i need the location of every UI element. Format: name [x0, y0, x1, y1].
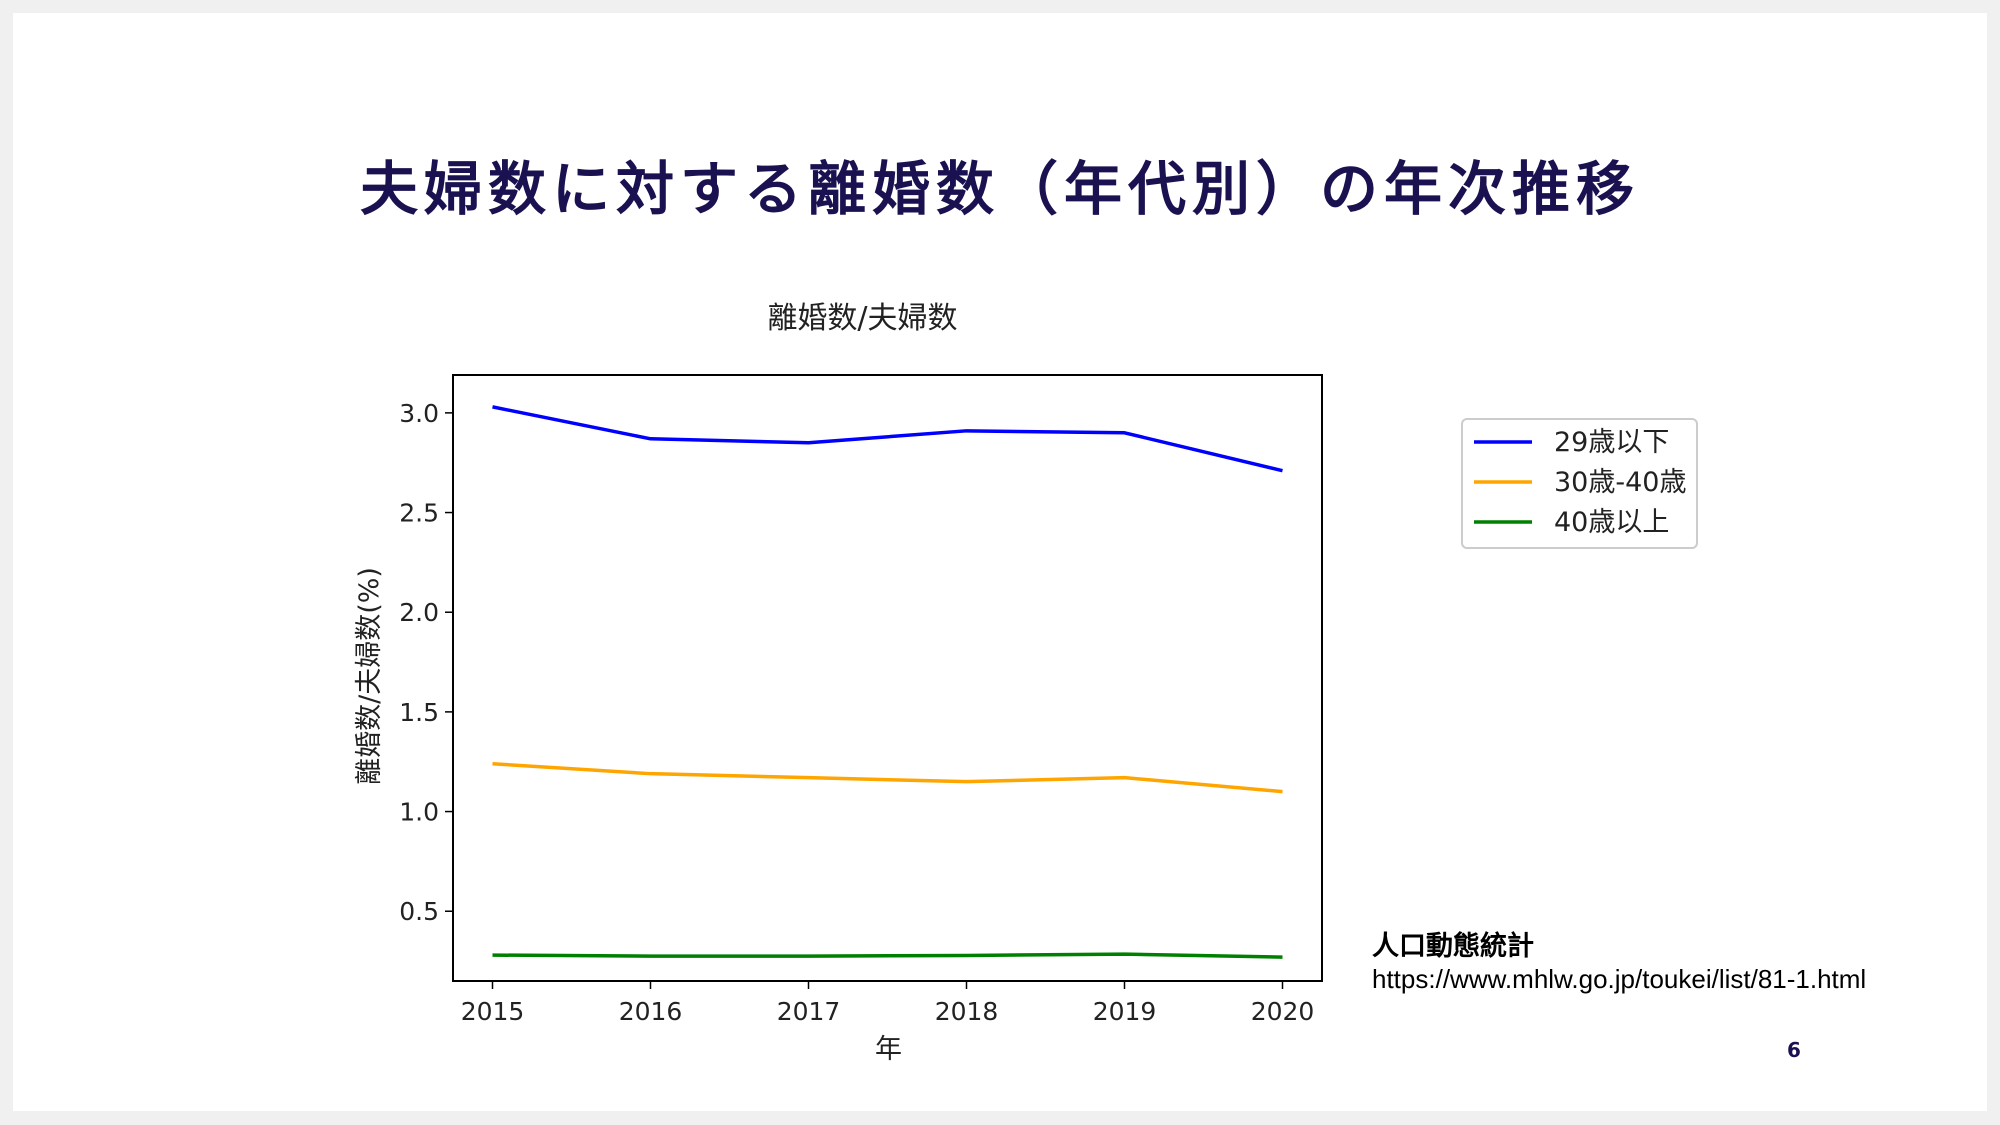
- page-number: 6: [1787, 1038, 1801, 1062]
- y-tick-label: 3.0: [399, 399, 439, 428]
- y-tick-label: 2.0: [399, 598, 439, 627]
- plot-frame: [452, 374, 1323, 982]
- x-tick-label: 2018: [935, 997, 999, 1026]
- y-tick-label: 2.5: [399, 499, 439, 528]
- slide-title: 夫婦数に対する離婚数（年代別）の年次推移: [359, 155, 1640, 223]
- series-line: [492, 761, 1283, 794]
- legend-label: 30歳-40歳: [1554, 467, 1686, 498]
- source-url[interactable]: https://www.mhlw.go.jp/toukei/list/81-1.…: [1372, 964, 1867, 994]
- x-tick-label: 2020: [1251, 997, 1315, 1026]
- series-line: [492, 952, 1283, 959]
- legend-label: 29歳以下: [1554, 427, 1669, 458]
- y-tick-label: 1.0: [399, 798, 439, 827]
- slide: [13, 13, 1987, 1111]
- x-tick-label: 2016: [619, 997, 683, 1026]
- y-tick-label: 0.5: [399, 897, 439, 926]
- y-tick-label: 1.5: [399, 698, 439, 727]
- x-axis-label: 年: [875, 1034, 902, 1065]
- x-tick-label: 2015: [461, 997, 525, 1026]
- x-tick-label: 2019: [1093, 997, 1157, 1026]
- source-title: 人口動態統計: [1372, 931, 1534, 962]
- y-axis-label: 離婚数/夫婦数(%): [354, 567, 385, 785]
- chart-title: 離婚数/夫婦数: [767, 301, 957, 336]
- x-tick-label: 2017: [777, 997, 841, 1026]
- legend-box: [1461, 418, 1698, 549]
- series-line: [492, 405, 1283, 473]
- legend-label: 40歳以上: [1554, 507, 1669, 538]
